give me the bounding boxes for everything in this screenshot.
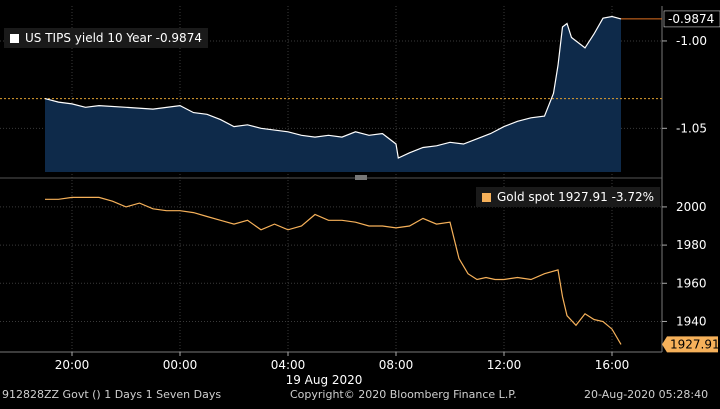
footer-security: 912828ZZ Govt () 1 Days 1 Seven Days	[2, 388, 222, 401]
series-line-0	[44, 15, 622, 159]
x-tick-label-1: 00:00	[163, 358, 198, 372]
y-tick-label-1-3: 1940	[676, 314, 707, 328]
y-tick-label-1-2: 1960	[676, 276, 707, 290]
x-date-label: 19 Aug 2020	[286, 373, 363, 387]
series-line-1	[45, 196, 622, 345]
x-tick-label-2: 04:00	[271, 358, 306, 372]
panel-splitter-handle	[355, 175, 367, 180]
x-tick-label-3: 08:00	[379, 358, 414, 372]
y-tick-label-1-0: 2000	[676, 200, 707, 214]
legend-gold: Gold spot 1927.91 -3.72%	[476, 187, 661, 207]
last-value-label-1: 1927.91	[670, 337, 720, 351]
legend-tips: US TIPS yield 10 Year -0.9874	[4, 28, 208, 48]
series-area-0	[45, 16, 621, 172]
x-tick-label-0: 20:00	[55, 358, 90, 372]
y-tick-label-0-1: -1.05	[676, 121, 707, 135]
x-tick-label-5: 16:00	[595, 358, 630, 372]
footer-copyright: Copyright© 2020 Bloomberg Finance L.P.	[290, 388, 517, 401]
legend-gold-text: Gold spot 1927.91 -3.72%	[497, 190, 655, 204]
y-tick-label-0-0: -1.00	[676, 34, 707, 48]
legend-tips-text: US TIPS yield 10 Year -0.9874	[25, 31, 202, 45]
last-value-label-0: -0.9874	[668, 12, 714, 26]
legend-swatch-gold	[482, 192, 491, 202]
legend-swatch-tips	[10, 33, 19, 43]
last-value-box-0	[663, 10, 720, 28]
status-bar: 912828ZZ Govt () 1 Days 1 Seven Days Cop…	[0, 386, 720, 405]
x-tick-label-4: 12:00	[487, 358, 522, 372]
last-value-box-1	[662, 336, 718, 353]
footer-timestamp: 20-Aug-2020 05:28:40	[584, 388, 709, 401]
y-tick-label-1-1: 1980	[676, 238, 707, 252]
